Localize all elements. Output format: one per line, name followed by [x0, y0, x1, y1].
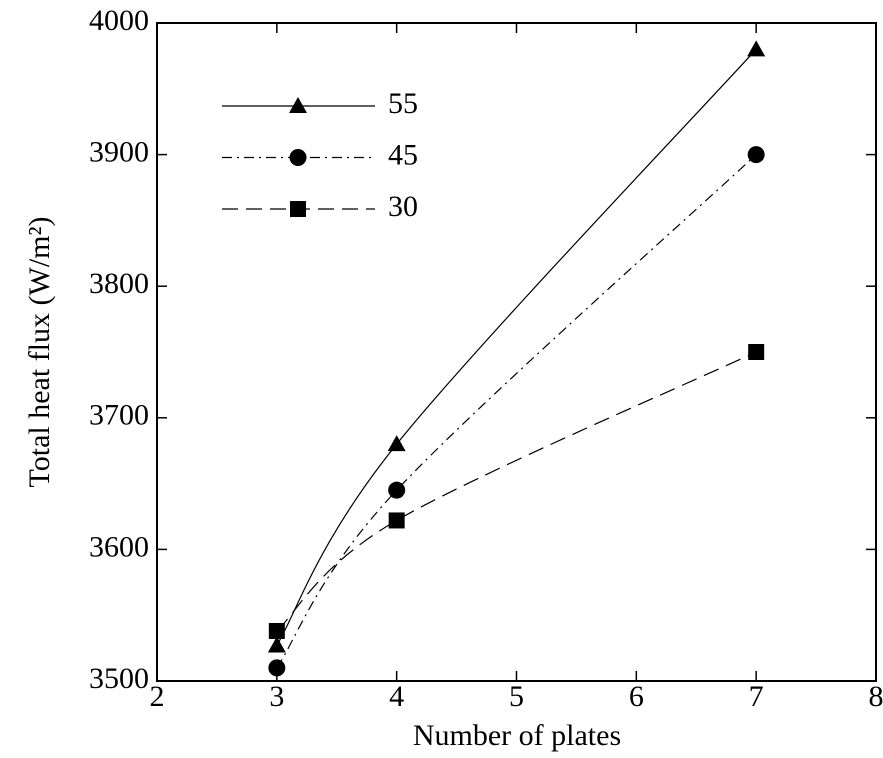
x-tick-label: 5	[509, 680, 524, 713]
marker-square	[748, 344, 764, 360]
x-axis-label: Number of plates	[413, 719, 621, 752]
series-line	[277, 155, 756, 668]
legend-label: 45	[388, 138, 418, 171]
marker-circle	[268, 659, 285, 676]
y-tick-label: 4000	[89, 4, 149, 37]
marker-circle	[748, 146, 765, 163]
marker-square	[269, 623, 285, 639]
y-tick-label: 3700	[89, 399, 149, 432]
legend-label: 30	[388, 190, 418, 223]
marker-triangle	[747, 40, 765, 56]
legend-label: 55	[388, 87, 418, 120]
marker-square	[389, 512, 405, 528]
x-tick-label: 6	[629, 680, 644, 713]
y-axis-label: Total heat flux (W/m²)	[23, 217, 56, 488]
marker-triangle	[388, 435, 406, 451]
marker-circle	[388, 482, 405, 499]
marker-circle	[290, 149, 307, 166]
x-tick-label: 7	[749, 680, 764, 713]
marker-square	[290, 201, 306, 217]
y-tick-label: 3500	[89, 662, 149, 695]
y-tick-label: 3600	[89, 530, 149, 563]
chart: Number of plates Total heat flux (W/m²) …	[0, 0, 883, 758]
plot-frame	[157, 23, 876, 681]
x-tick-label: 3	[269, 680, 284, 713]
series-line	[277, 352, 756, 631]
x-tick-label: 8	[869, 680, 883, 713]
y-tick-label: 3800	[89, 267, 149, 300]
marker-triangle	[289, 97, 307, 113]
series-line	[277, 49, 756, 645]
x-tick-label: 4	[389, 680, 404, 713]
y-tick-label: 3900	[89, 135, 149, 168]
x-tick-label: 2	[150, 680, 165, 713]
